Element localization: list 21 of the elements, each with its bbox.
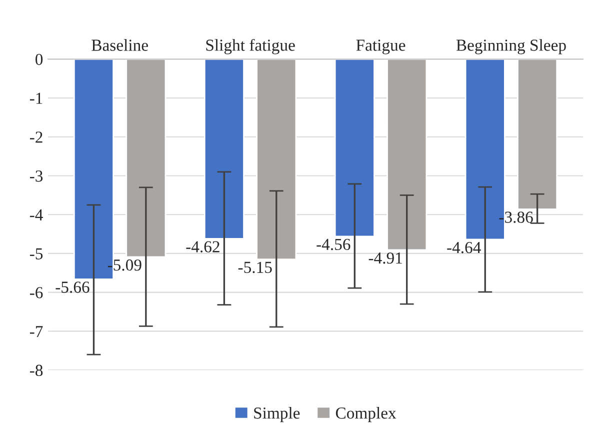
y-tick-label: -3 <box>30 170 43 182</box>
data-label: -4.64 <box>447 242 481 254</box>
legend-label: Simple <box>254 406 300 422</box>
x-tick-label: Fatigue <box>356 40 406 54</box>
data-label: -4.91 <box>368 252 402 264</box>
y-tick-label: 0 <box>36 54 43 66</box>
data-label: -5.66 <box>56 282 90 293</box>
y-tick-label: -2 <box>30 132 42 143</box>
x-tick-label: Baseline <box>92 39 148 51</box>
y-tick-label: -5 <box>30 248 43 260</box>
y-tick-label: -1 <box>30 92 42 104</box>
data-label: -4.56 <box>316 238 350 250</box>
y-tick-label: -7 <box>30 326 43 338</box>
x-tick-label: Slight fatigue <box>206 38 295 54</box>
y-tick-label: -6 <box>30 287 43 298</box>
legend-label: Complex <box>336 406 396 422</box>
data-label: -4.62 <box>186 241 220 252</box>
y-tick-label: -8 <box>30 364 43 376</box>
y-tick-label: -4 <box>30 209 43 220</box>
x-tick-label: Beginning Sleep <box>456 39 566 54</box>
data-label: -5.15 <box>238 262 272 274</box>
